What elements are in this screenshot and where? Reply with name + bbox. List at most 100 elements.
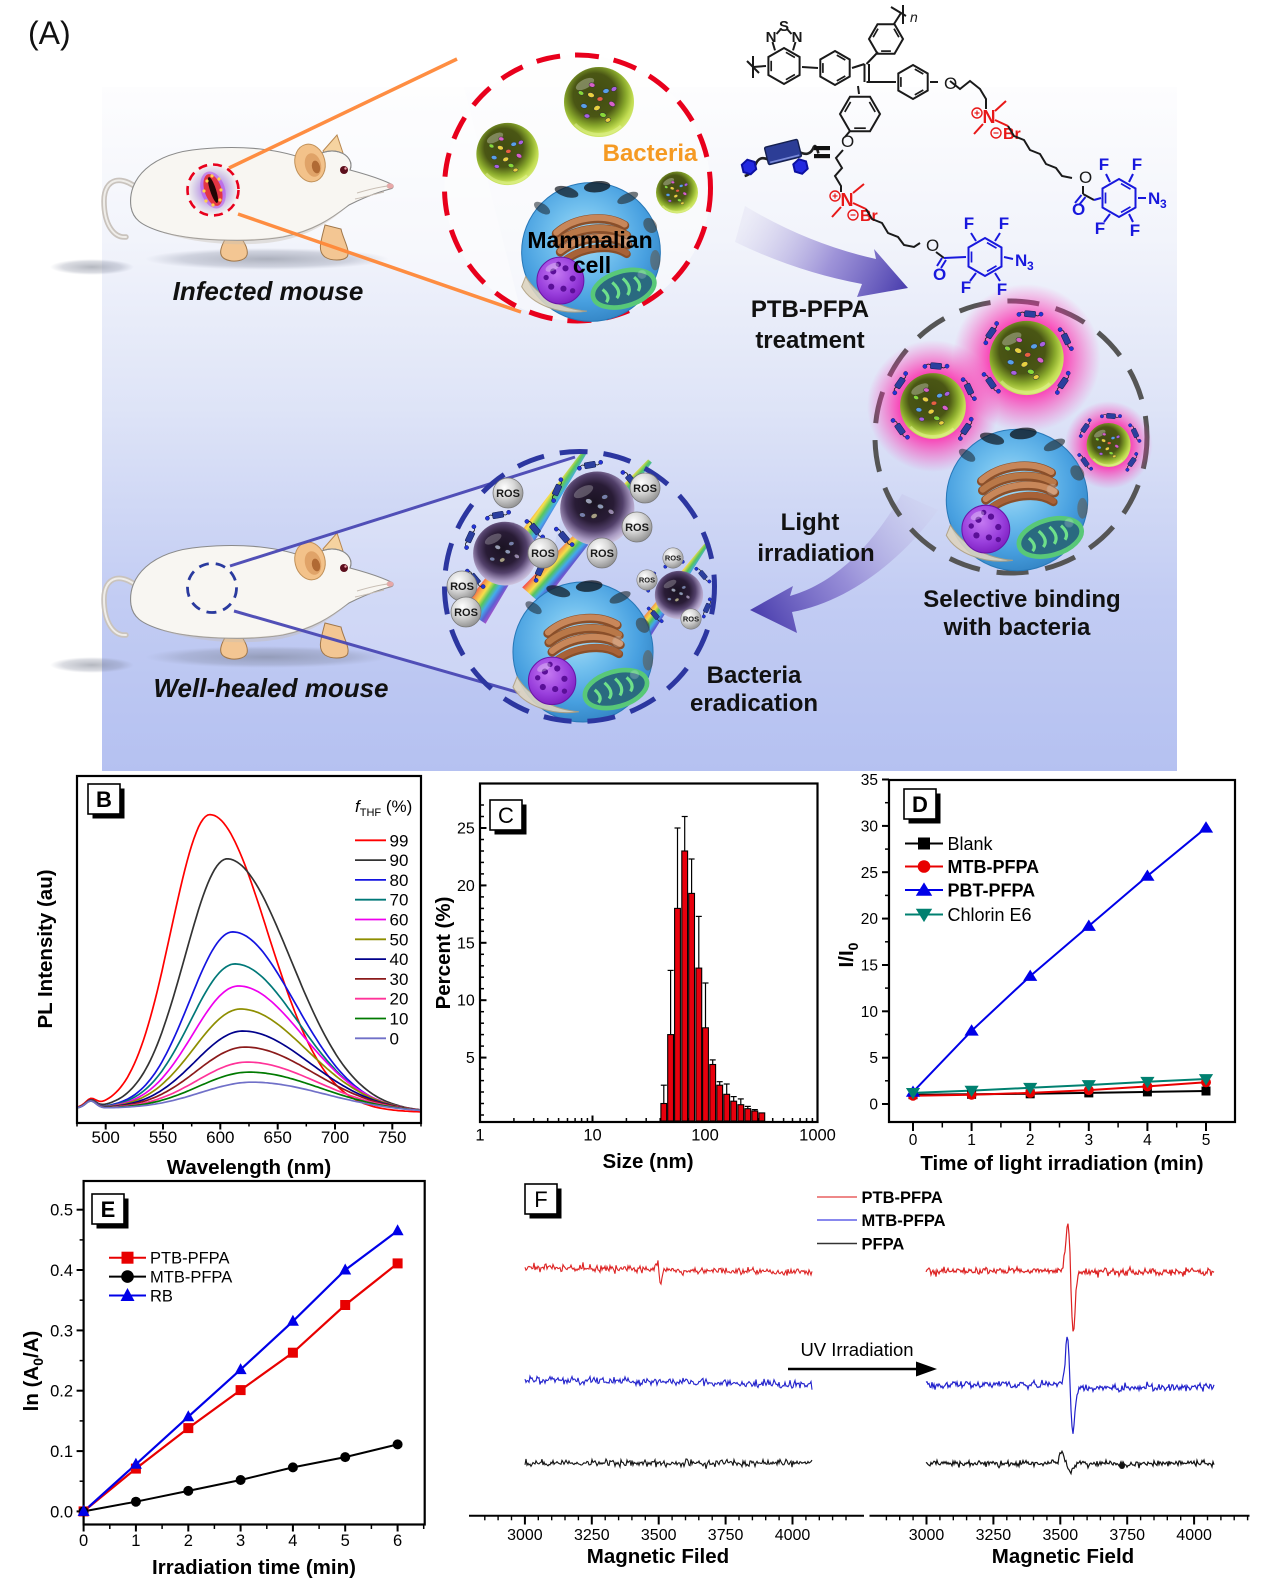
svg-text:1: 1 bbox=[475, 1127, 484, 1145]
svg-text:with bacteria: with bacteria bbox=[943, 614, 1091, 641]
svg-text:15: 15 bbox=[457, 935, 475, 952]
svg-text:Chlorin E6: Chlorin E6 bbox=[948, 905, 1032, 925]
svg-text:5: 5 bbox=[869, 1050, 878, 1067]
svg-text:PFPA: PFPA bbox=[862, 1236, 905, 1254]
svg-text:2: 2 bbox=[184, 1532, 193, 1550]
svg-text:5: 5 bbox=[1202, 1132, 1211, 1149]
svg-text:F: F bbox=[1095, 219, 1105, 238]
svg-text:1000: 1000 bbox=[799, 1127, 836, 1145]
svg-text:6: 6 bbox=[393, 1532, 402, 1550]
svg-text:60: 60 bbox=[390, 911, 409, 930]
svg-text:PBT-PFPA: PBT-PFPA bbox=[948, 881, 1036, 901]
svg-text:2: 2 bbox=[1026, 1132, 1035, 1149]
svg-text:10: 10 bbox=[390, 1010, 409, 1029]
svg-text:3: 3 bbox=[1160, 197, 1167, 211]
svg-text:F: F bbox=[1130, 221, 1140, 240]
svg-text:Well-healed mouse: Well-healed mouse bbox=[153, 673, 388, 703]
svg-text:PTB-PFPA: PTB-PFPA bbox=[751, 296, 869, 323]
svg-text:3750: 3750 bbox=[708, 1527, 744, 1544]
svg-text:3: 3 bbox=[236, 1532, 245, 1550]
svg-text:0.2: 0.2 bbox=[50, 1383, 73, 1401]
svg-text:Br: Br bbox=[860, 208, 878, 225]
svg-text:treatment: treatment bbox=[755, 327, 864, 354]
svg-text:25: 25 bbox=[457, 821, 475, 838]
svg-text:F: F bbox=[961, 278, 971, 297]
svg-text:F: F bbox=[999, 214, 1009, 233]
svg-text:650: 650 bbox=[264, 1128, 292, 1147]
svg-text:35: 35 bbox=[861, 772, 878, 789]
svg-text:30: 30 bbox=[390, 970, 409, 989]
svg-text:C: C bbox=[498, 803, 514, 828]
svg-text:10: 10 bbox=[457, 993, 475, 1010]
svg-text:1: 1 bbox=[967, 1132, 976, 1149]
svg-text:O: O bbox=[926, 236, 939, 255]
svg-text:20: 20 bbox=[457, 878, 475, 895]
svg-text:Percent (%): Percent (%) bbox=[432, 897, 455, 1010]
svg-text:40: 40 bbox=[390, 950, 409, 969]
svg-text:Selective binding: Selective binding bbox=[923, 586, 1120, 613]
svg-text:3: 3 bbox=[1027, 259, 1034, 273]
svg-text:500: 500 bbox=[92, 1128, 120, 1147]
svg-text:F: F bbox=[1132, 155, 1142, 174]
svg-text:F: F bbox=[964, 214, 974, 233]
svg-text:O: O bbox=[1079, 168, 1092, 187]
svg-text:80: 80 bbox=[390, 871, 409, 890]
svg-text:550: 550 bbox=[149, 1128, 177, 1147]
svg-text:I/I0: I/I0 bbox=[835, 942, 861, 967]
svg-text:3000: 3000 bbox=[507, 1527, 543, 1544]
svg-text:4: 4 bbox=[288, 1532, 297, 1550]
svg-text:Light: Light bbox=[781, 509, 840, 536]
svg-text:Blank: Blank bbox=[948, 834, 994, 854]
svg-text:n: n bbox=[910, 9, 918, 25]
svg-text:Size (nm): Size (nm) bbox=[602, 1150, 693, 1173]
svg-text:20: 20 bbox=[861, 911, 879, 928]
svg-text:0.5: 0.5 bbox=[50, 1202, 73, 1220]
svg-text:PTB-PFPA: PTB-PFPA bbox=[862, 1189, 943, 1207]
svg-text:20: 20 bbox=[390, 990, 409, 1009]
svg-text:0.1: 0.1 bbox=[50, 1443, 73, 1461]
svg-text:ln (A0/A): ln (A0/A) bbox=[20, 1331, 46, 1412]
svg-text:0: 0 bbox=[79, 1532, 88, 1550]
svg-text:70: 70 bbox=[390, 891, 409, 910]
svg-text:MTB-PFPA: MTB-PFPA bbox=[150, 1269, 232, 1287]
svg-text:0.3: 0.3 bbox=[50, 1322, 73, 1340]
svg-text:0: 0 bbox=[390, 1029, 399, 1048]
svg-text:MTB-PFPA: MTB-PFPA bbox=[948, 857, 1040, 877]
svg-text:F: F bbox=[1099, 155, 1109, 174]
svg-text:Infected mouse: Infected mouse bbox=[173, 276, 364, 306]
svg-text:B: B bbox=[96, 787, 112, 812]
svg-text:O: O bbox=[841, 132, 854, 151]
svg-text:10: 10 bbox=[583, 1127, 601, 1145]
svg-text:Bacteria: Bacteria bbox=[603, 140, 698, 167]
svg-text:600: 600 bbox=[206, 1128, 234, 1147]
svg-text:Bacteria: Bacteria bbox=[707, 662, 802, 689]
svg-text:700: 700 bbox=[321, 1128, 349, 1147]
svg-text:5: 5 bbox=[341, 1532, 350, 1550]
svg-text:0.0: 0.0 bbox=[50, 1503, 73, 1521]
svg-text:Magnetic Filed: Magnetic Filed bbox=[587, 1545, 729, 1568]
svg-text:100: 100 bbox=[691, 1127, 719, 1145]
svg-text:3500: 3500 bbox=[641, 1527, 677, 1544]
svg-text:5: 5 bbox=[466, 1050, 475, 1067]
svg-text:3000: 3000 bbox=[909, 1527, 945, 1544]
svg-text:750: 750 bbox=[378, 1128, 406, 1147]
svg-text:1: 1 bbox=[131, 1532, 140, 1550]
svg-text:Mammalian: Mammalian bbox=[527, 227, 652, 253]
svg-text:PL Intensity (au): PL Intensity (au) bbox=[34, 869, 57, 1028]
svg-text:N: N bbox=[1015, 251, 1027, 270]
svg-text:N: N bbox=[1148, 189, 1160, 208]
svg-text:3750: 3750 bbox=[1109, 1527, 1145, 1544]
svg-text:MTB-PFPA: MTB-PFPA bbox=[862, 1212, 946, 1230]
svg-text:N: N bbox=[841, 190, 854, 210]
svg-text:F: F bbox=[534, 1187, 547, 1212]
svg-text:15: 15 bbox=[861, 958, 878, 975]
svg-text:3250: 3250 bbox=[574, 1527, 610, 1544]
svg-text:4000: 4000 bbox=[775, 1527, 811, 1544]
svg-text:cell: cell bbox=[573, 252, 611, 278]
svg-text:0: 0 bbox=[869, 1097, 878, 1114]
svg-text:RB: RB bbox=[150, 1288, 173, 1306]
svg-text:PTB-PFPA: PTB-PFPA bbox=[150, 1250, 229, 1268]
svg-text:4000: 4000 bbox=[1176, 1527, 1212, 1544]
svg-text:fTHF (%): fTHF (%) bbox=[355, 797, 412, 819]
svg-text:30: 30 bbox=[861, 818, 879, 835]
